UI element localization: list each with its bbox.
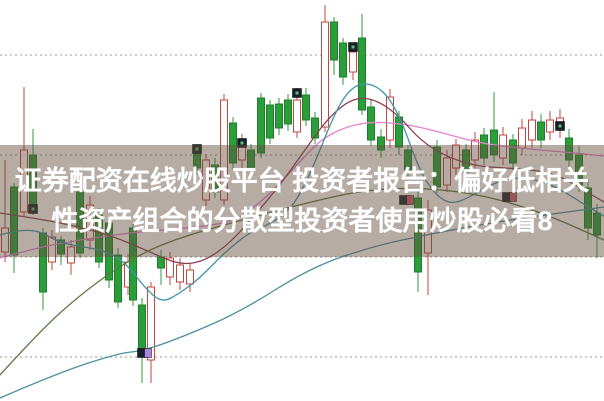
ma-teal xyxy=(0,83,604,301)
ma-pink xyxy=(0,121,604,259)
ma-steel xyxy=(0,206,604,399)
watermark-banner: 证券配资在线炒股平台 投资者报告：偏好低相关 性资产组合的分散型投资者使用炒股必… xyxy=(0,145,604,257)
banner-line-1: 证券配资在线炒股平台 投资者报告：偏好低相关 xyxy=(14,166,590,196)
banner-line-2: 性资产组合的分散型投资者使用炒股必看8 xyxy=(51,206,553,236)
ma-maroon xyxy=(0,97,604,265)
ma-olive xyxy=(0,187,604,376)
